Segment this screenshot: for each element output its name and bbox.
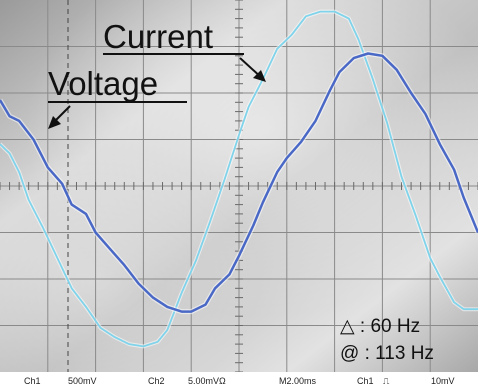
- status-trigger-icon: ⎍: [383, 376, 390, 386]
- freq-readout-delta: △ : 60 Hz: [340, 316, 420, 337]
- status-trigger-level: 10mV: [431, 376, 455, 386]
- voltage-trace: [0, 52, 478, 313]
- status-ch2: Ch2: [148, 376, 165, 386]
- status-trigger-source: Ch1: [357, 376, 374, 386]
- trace-layer: [0, 9, 478, 349]
- current-label: Current: [103, 18, 213, 55]
- voltage-label: Voltage: [48, 65, 158, 102]
- status-bar: [0, 372, 478, 387]
- current-annotation: Current: [103, 18, 266, 82]
- current-trace: [0, 10, 478, 348]
- voltage-annotation: Voltage: [48, 65, 187, 129]
- voltage-arrow-head: [48, 116, 61, 129]
- status-timebase: M2.00ms: [279, 376, 317, 386]
- status-ch2-scale: 5.00mVΩ: [188, 376, 226, 386]
- status-ch1: Ch1: [24, 376, 41, 386]
- freq-readout-at: @ : 113 Hz: [340, 343, 434, 364]
- status-ch1-scale: 500mV: [68, 376, 97, 386]
- current-arrow-head: [253, 70, 266, 82]
